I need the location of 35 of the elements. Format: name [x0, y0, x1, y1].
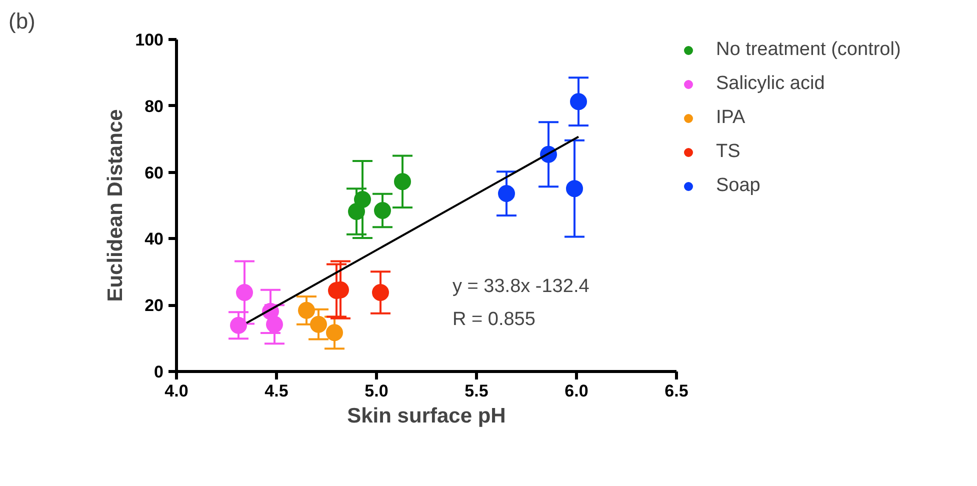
y-tick-label: 100 — [135, 30, 164, 50]
y-tick-label: 20 — [144, 296, 164, 316]
x-tick-label: 6.5 — [664, 382, 688, 400]
legend-label: No treatment (control) — [716, 39, 901, 61]
x-tick-label: 4.0 — [164, 382, 188, 400]
point — [394, 173, 411, 190]
x-tick-label: 6.0 — [564, 382, 588, 400]
point — [326, 324, 343, 342]
x-tick-label: 5.0 — [364, 382, 388, 400]
legend-label: IPA — [716, 107, 746, 129]
y-tick-label: 60 — [144, 163, 164, 182]
y-tick-label: 80 — [144, 96, 164, 116]
legend-label: TS — [716, 141, 740, 163]
point — [570, 93, 587, 110]
annotation: R = 0.855 — [452, 309, 536, 330]
text: (b) — [8, 8, 36, 34]
y-tick-label: 40 — [144, 230, 164, 249]
y-tick-label: 0 — [154, 362, 164, 382]
legend-label: Salicylic acid — [716, 73, 825, 95]
y-axis-title: Euclidean Distance — [104, 109, 128, 302]
point — [230, 316, 247, 334]
point — [354, 191, 371, 208]
x-tick-label: 5.5 — [464, 382, 488, 400]
point — [266, 316, 283, 333]
x-tick-label: 4.5 — [264, 382, 288, 400]
x-axis-title: Skin surface pH — [347, 404, 506, 428]
point — [372, 284, 389, 301]
point — [236, 284, 253, 301]
annotation: y = 33.8x -132.4 — [452, 276, 590, 297]
legend-label: Soap — [716, 175, 760, 197]
point — [566, 180, 583, 198]
point — [310, 316, 327, 333]
point — [298, 302, 315, 319]
point — [374, 202, 391, 219]
point — [498, 185, 515, 202]
